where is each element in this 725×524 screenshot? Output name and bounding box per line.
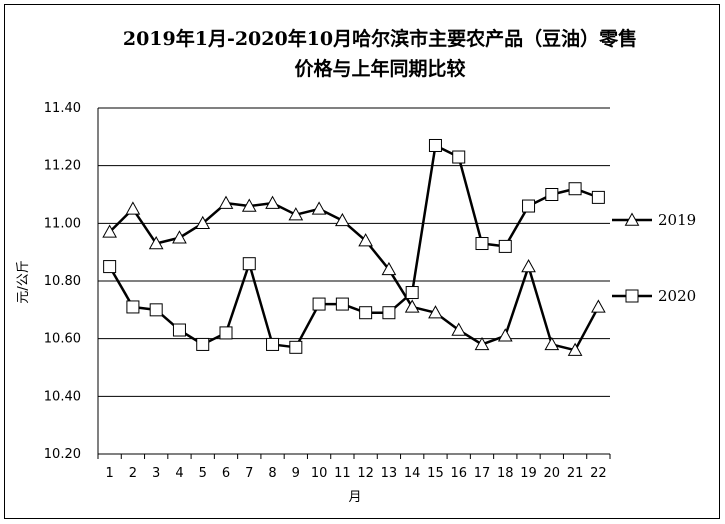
x-tick-label: 18	[497, 466, 514, 481]
data-point-2019	[567, 342, 583, 356]
x-tick-label: 5	[199, 466, 207, 481]
data-point-2020	[312, 297, 326, 311]
y-axis-label: 元/公斤	[16, 260, 31, 303]
data-point-2020	[382, 306, 396, 320]
data-point-2020	[266, 337, 280, 351]
y-tick-label: 10.60	[44, 332, 81, 347]
x-tick-label: 10	[311, 466, 328, 481]
x-tick-labels: 1 2 3 4 5 6 7 8 9 10 11 12 13 14 15 16 17 18 19 20 21 22	[105, 466, 606, 481]
data-point-2019	[148, 235, 164, 250]
y-tick-label: 10.40	[44, 389, 81, 404]
data-point-2020	[405, 286, 419, 300]
data-point-2020	[498, 239, 512, 253]
data-point-2020	[591, 190, 605, 204]
x-tick-label: 15	[427, 466, 444, 481]
x-tick-label: 7	[245, 466, 253, 481]
data-point-2020	[335, 297, 349, 311]
data-point-2020	[242, 257, 256, 271]
legend-label: 2020	[658, 287, 696, 305]
legend-item-2019: 2019	[612, 211, 696, 229]
x-axis-label: 月	[348, 490, 361, 505]
x-tick-label: 14	[404, 466, 421, 481]
data-point-2020	[568, 182, 582, 196]
data-point-2020	[149, 303, 163, 317]
data-point-2019	[428, 305, 443, 319]
data-point-2020	[172, 323, 186, 337]
data-point-2019	[335, 212, 350, 227]
data-point-2020	[452, 150, 466, 164]
series-line-2020	[108, 144, 599, 349]
x-tick-label: 3	[152, 466, 160, 481]
legend-marker	[625, 289, 639, 303]
data-point-2020	[289, 340, 303, 354]
data-point-2019	[102, 224, 117, 238]
data-point-2019	[218, 195, 234, 209]
y-tick-label: 11.00	[44, 216, 81, 231]
data-point-2019	[544, 336, 560, 351]
data-point-2020	[219, 326, 233, 340]
x-tick-label: 8	[268, 466, 276, 481]
data-point-2019	[521, 259, 536, 273]
data-point-2019	[125, 201, 141, 215]
x-tick-label: 9	[292, 466, 300, 481]
x-tick-label: 1	[105, 466, 113, 481]
x-tick-label: 12	[357, 466, 374, 481]
x-tick-label: 19	[520, 466, 537, 481]
x-tick-label: 11	[334, 466, 351, 481]
series-line-2019	[108, 201, 600, 352]
data-point-2019	[474, 336, 490, 351]
legend-marker	[624, 212, 640, 226]
data-point-2020	[359, 306, 373, 320]
chart-title: 2019年1月-2020年10月哈尔滨市主要农产品（豆油）零售价格与上年同期比较	[122, 28, 638, 80]
x-tick-label: 13	[381, 466, 398, 481]
legend-item-2020: 2020	[612, 287, 696, 305]
y-tick-label: 10.20	[44, 447, 81, 462]
x-tick-label: 6	[222, 466, 230, 481]
chart-frame	[4, 4, 720, 519]
data-point-2019	[241, 198, 257, 212]
data-point-2019	[265, 195, 280, 209]
data-point-2020	[126, 300, 140, 314]
legend: 2019 2020	[612, 211, 696, 305]
legend-label: 2019	[658, 211, 696, 229]
data-point-2020	[522, 199, 536, 213]
data-point-2019	[288, 207, 304, 221]
data-point-2020	[545, 188, 559, 201]
axes	[97, 108, 611, 459]
data-point-2019	[404, 299, 420, 313]
data-point-2020	[475, 237, 489, 251]
data-point-2020	[196, 337, 210, 351]
series-group	[102, 138, 606, 356]
x-tick-label: 22	[590, 466, 607, 481]
y-tick-label: 11.40	[44, 101, 81, 116]
data-point-2019	[358, 233, 373, 247]
data-point-2020	[103, 260, 117, 274]
y-tick-label: 10.80	[44, 274, 81, 289]
y-tick-label: 11.20	[44, 159, 81, 174]
x-tick-label: 2	[129, 466, 137, 481]
data-point-2019	[497, 328, 513, 342]
data-point-2020	[428, 138, 442, 152]
y-tick-labels: 10.20 10.40 10.60 10.80 11.00 11.20 11.40	[44, 101, 81, 462]
data-point-2019	[591, 299, 606, 313]
data-point-2019	[381, 261, 397, 276]
data-point-2019	[195, 215, 211, 230]
x-tick-label: 16	[450, 466, 467, 481]
x-tick-label: 21	[567, 466, 584, 481]
x-tick-label: 20	[544, 466, 561, 481]
data-point-2019	[451, 322, 467, 336]
x-tick-label: 17	[474, 466, 491, 481]
x-tick-label: 4	[175, 466, 183, 481]
series-2019	[102, 195, 606, 356]
data-point-2019	[172, 230, 187, 244]
series-2020	[103, 138, 605, 354]
data-point-2019	[311, 201, 327, 215]
